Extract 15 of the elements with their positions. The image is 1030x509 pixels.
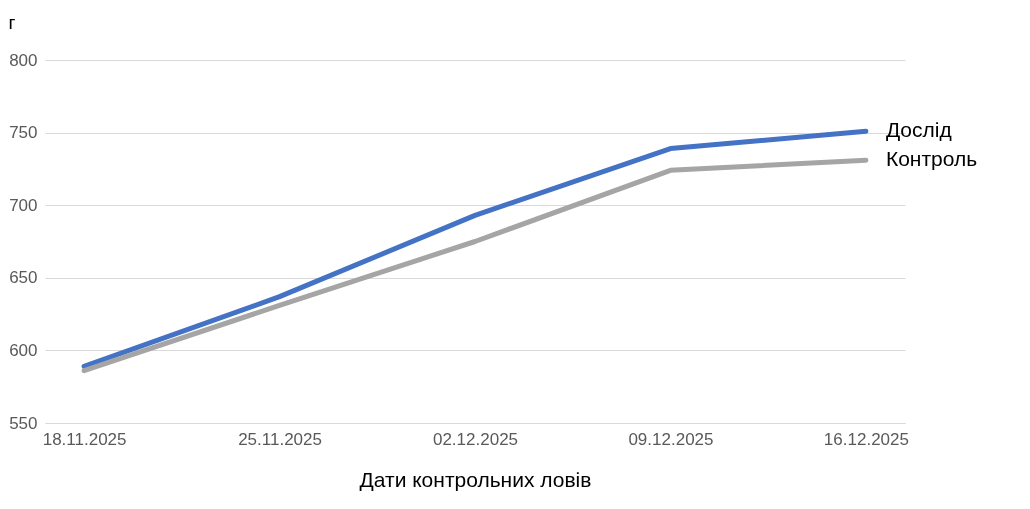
x-tick-label: 18.11.2025	[42, 429, 127, 449]
x-axis-title: Дати контрольних ловів	[359, 467, 592, 491]
series-label: Контроль	[885, 147, 978, 171]
x-tick-label: 02.12.2025	[432, 429, 519, 449]
x-tick-label: 09.12.2025	[628, 429, 714, 449]
y-tick-label: 600	[9, 340, 38, 360]
y-tick-label: 750	[9, 123, 38, 143]
y-tick-label: 700	[9, 195, 38, 215]
y-tick-label: 650	[9, 268, 38, 288]
x-tick-label: 25.11.2025	[238, 429, 322, 449]
y-axis-title: г	[8, 11, 16, 33]
x-tick-label: 16.12.2025	[823, 429, 909, 449]
series-label: Дослід	[885, 118, 952, 142]
y-tick-label: 800	[9, 50, 38, 70]
y-tick-label: 550	[9, 413, 38, 433]
